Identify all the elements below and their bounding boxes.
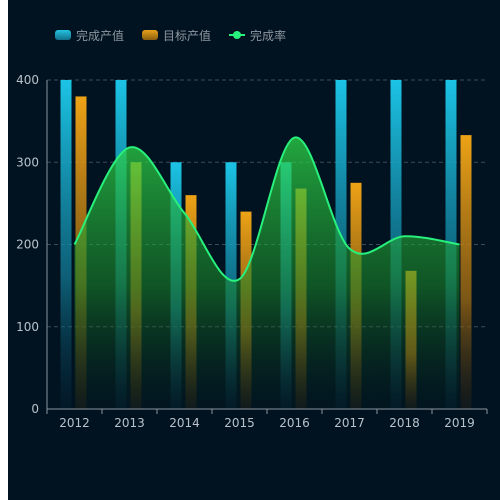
chart-legend: 完成产值 目标产值 完成率 (55, 26, 286, 44)
x-tick-label: 2019 (444, 416, 475, 430)
completion-rate-area (73, 136, 460, 410)
legend-label-completed-output: 完成产值 (76, 28, 125, 43)
x-tick-label: 2015 (224, 416, 255, 430)
legend-swatch-cyan (55, 30, 71, 40)
legend-item-completion-rate[interactable]: 完成率 (229, 27, 286, 44)
completion-rate-area-fill (74, 137, 460, 410)
x-tick-label: 2017 (334, 416, 365, 430)
y-tick-label: 300 (16, 155, 39, 169)
legend-item-target-output[interactable]: 目标产值 (142, 27, 211, 44)
y-tick-label: 400 (16, 73, 39, 87)
x-tick-label: 2013 (114, 416, 145, 430)
legend-line-marker-icon (229, 30, 246, 40)
bar-target-output (460, 135, 472, 410)
axes: 0 100 200 300 400 2012 2013 2014 2015 2016 2017 201… (16, 73, 488, 430)
bar-completed-output (60, 80, 72, 409)
y-tick-label: 0 (31, 402, 39, 416)
legend-item-completed-output[interactable]: 完成产值 (55, 27, 124, 44)
y-tick-label: 200 (16, 238, 39, 252)
x-tick-label: 2016 (279, 416, 310, 430)
y-tick-label: 100 (16, 320, 39, 334)
x-tick-label: 2018 (389, 416, 420, 430)
completion-rate-line (73, 136, 460, 282)
x-tick-label: 2014 (169, 416, 200, 430)
legend-swatch-orange (142, 30, 159, 40)
legend-label-target-output: 目标产值 (163, 28, 212, 43)
x-tick-label: 2012 (59, 416, 90, 430)
legend-label-completion-rate: 完成率 (250, 28, 287, 43)
